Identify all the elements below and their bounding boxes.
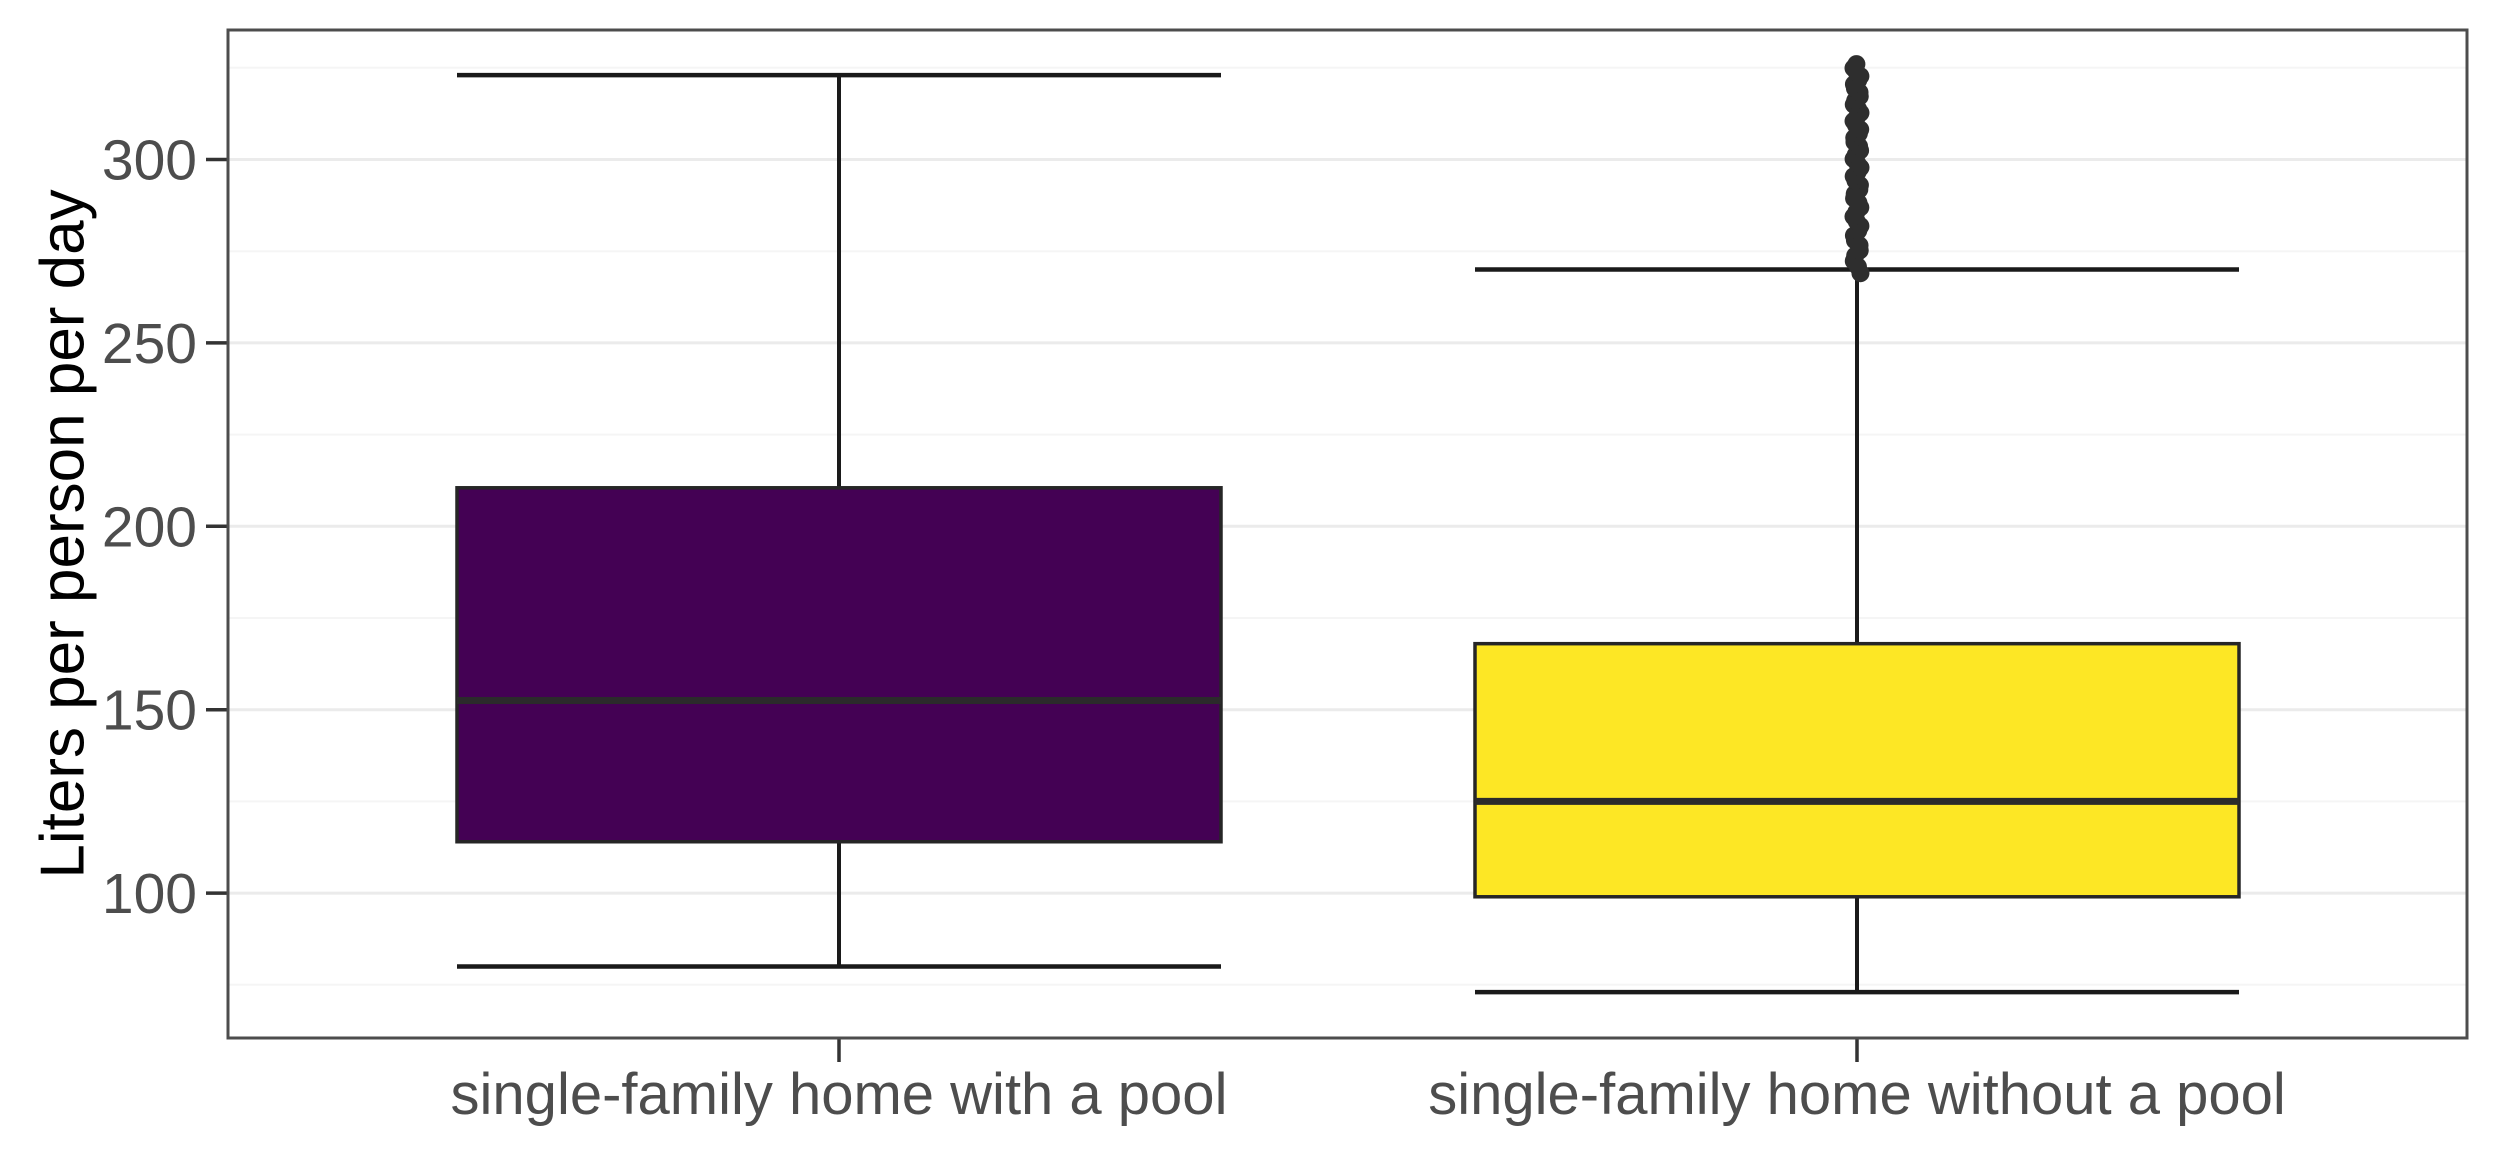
iqr-box xyxy=(455,486,1223,844)
y-tick-label: 250 xyxy=(102,312,197,376)
iqr-box xyxy=(1473,641,2241,899)
y-tick-label: 100 xyxy=(102,862,197,926)
y-tick-label: 200 xyxy=(102,495,197,559)
outlier-dot xyxy=(1847,55,1866,74)
y-axis-title: Liters per person per day xyxy=(28,189,98,879)
x-category-label-without-pool: single-family home without a pool xyxy=(1428,1062,2286,1127)
x-category-label-with-pool: single-family home with a pool xyxy=(450,1062,1228,1127)
panel-border xyxy=(226,28,2469,1040)
y-tick-label: 300 xyxy=(102,128,197,192)
y-tick-label: 150 xyxy=(102,679,197,743)
